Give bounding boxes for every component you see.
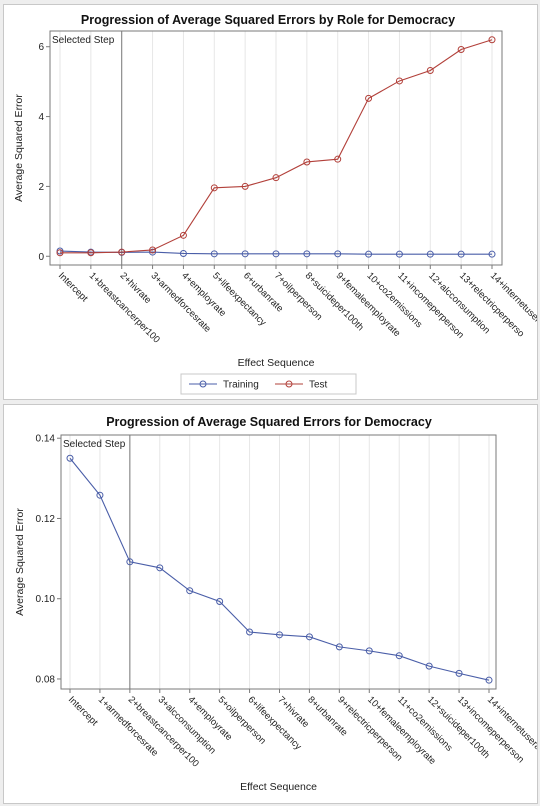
data-point: [425, 662, 433, 670]
x-tick-label: 6+lifeexpectancy: [245, 694, 303, 752]
legend-label: Training: [223, 380, 259, 391]
data-point: [455, 669, 463, 677]
data-point: [126, 558, 134, 566]
data-point: [334, 250, 342, 258]
y-tick-label: 0.08: [36, 674, 56, 685]
selected-step-label: Selected Step: [63, 439, 126, 450]
data-point: [488, 36, 496, 44]
data-point: [276, 631, 283, 639]
x-axis-label: Effect Sequence: [238, 357, 315, 369]
data-point: [395, 250, 403, 258]
y-tick-label: 4: [38, 112, 44, 123]
y-axis-label: Average Squared Error: [14, 508, 26, 616]
data-point: [186, 587, 194, 595]
x-tick-label: Intercept: [66, 694, 100, 728]
data-point: [426, 66, 434, 74]
data-point: [210, 250, 218, 258]
data-point: [241, 182, 249, 190]
y-axis-label: Average Squared Error: [13, 94, 25, 202]
data-point: [395, 77, 403, 85]
data-point: [56, 249, 64, 257]
selected-step-label: Selected Step: [52, 35, 115, 46]
y-tick-label: 0.12: [36, 514, 56, 525]
data-point: [118, 248, 126, 256]
data-point: [210, 184, 218, 192]
x-tick-label: 10+co2emissions: [364, 270, 424, 330]
data-point: [87, 249, 95, 257]
data-point: [457, 46, 465, 54]
data-point: [365, 647, 373, 655]
data-point: [485, 676, 493, 684]
legend-swatch-marker: [199, 380, 207, 388]
chart-panel-overall: Progression of Average Squared Errors fo…: [3, 404, 538, 804]
x-axis-label: Effect Sequence: [240, 781, 317, 793]
data-point: [365, 94, 373, 102]
data-point: [149, 248, 157, 256]
series-line: [69, 457, 490, 681]
y-tick-label: 0.10: [36, 594, 56, 605]
y-tick-label: 0: [38, 252, 44, 263]
y-tick-label: 6: [38, 42, 44, 53]
y-tick-label: 2: [38, 182, 44, 193]
data-point: [395, 652, 403, 660]
series-line: [59, 250, 492, 255]
series-line: [60, 39, 493, 254]
data-point: [426, 250, 434, 258]
legend-swatch-marker: [285, 380, 293, 388]
data-point: [365, 250, 373, 258]
y-tick-label: 0.14: [36, 434, 56, 445]
data-point: [149, 246, 157, 254]
data-point: [246, 628, 254, 636]
x-tick-label: Intercept: [56, 270, 90, 304]
data-point: [179, 249, 187, 257]
data-point: [179, 231, 187, 239]
chart-title: Progression of Average Squared Errors fo…: [106, 415, 432, 429]
data-point: [216, 598, 224, 606]
data-point: [66, 454, 74, 462]
data-point: [96, 491, 104, 499]
legend-label: Test: [309, 380, 328, 391]
data-point: [335, 643, 343, 651]
x-tick-label: 5+lifeexpectancy: [210, 270, 268, 328]
chart-title: Progression of Average Squared Errors by…: [81, 13, 455, 27]
legend-box: [180, 373, 357, 395]
data-point: [241, 250, 249, 258]
role-error-chart: Progression of Average Squared Errors by…: [13, 13, 537, 395]
x-tick-label: 3+armedforcesrate: [148, 270, 212, 334]
data-point: [272, 174, 280, 182]
data-point: [457, 250, 465, 258]
data-point: [488, 250, 496, 258]
overall-error-chart: Progression of Average Squared Errors fo…: [14, 415, 537, 793]
chart-panel-by-role: Progression of Average Squared Errors by…: [3, 4, 538, 400]
data-point: [156, 564, 164, 572]
data-point: [305, 633, 313, 641]
data-point: [334, 155, 342, 163]
plot-frame: [60, 434, 497, 690]
data-point: [303, 250, 311, 258]
data-point: [272, 250, 280, 258]
data-point: [303, 158, 311, 166]
